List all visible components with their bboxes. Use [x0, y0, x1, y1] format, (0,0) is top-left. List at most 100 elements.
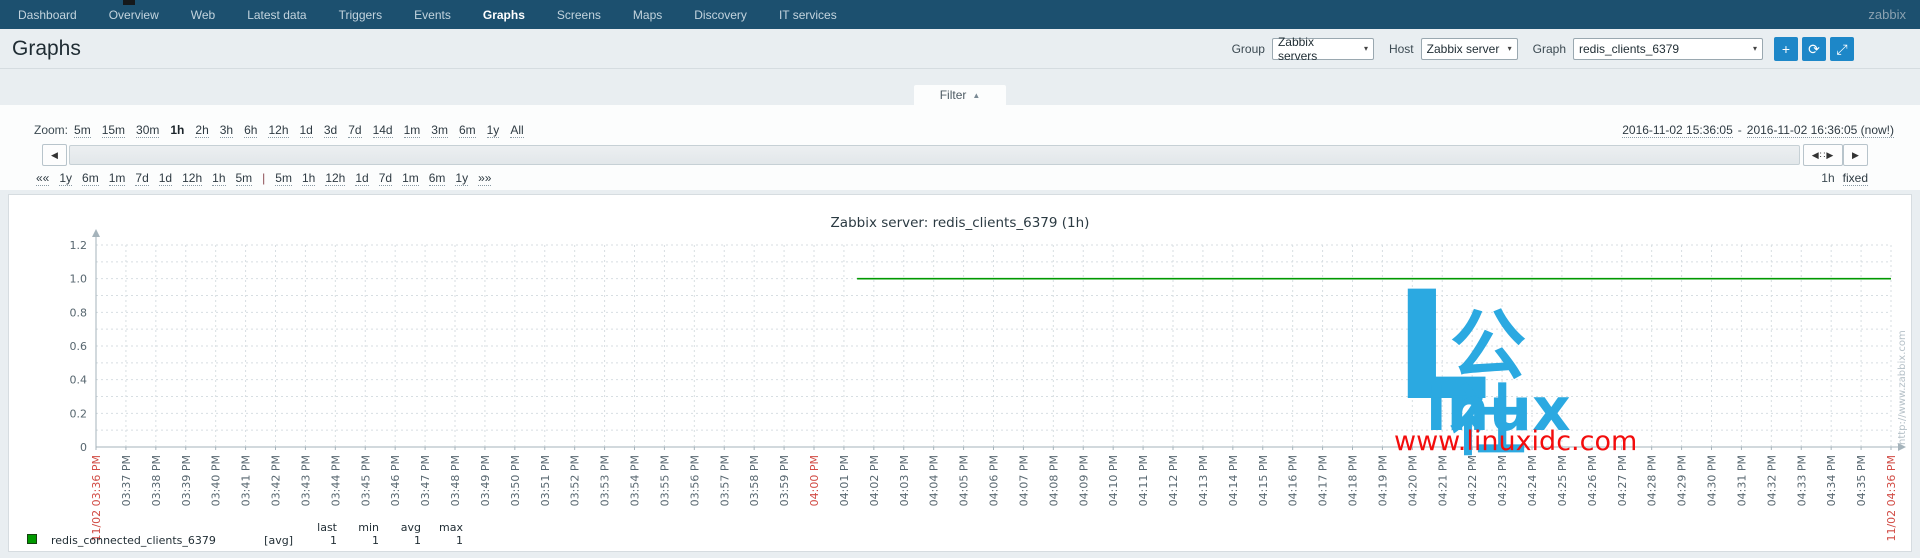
nav-item-it-services[interactable]: IT services	[778, 7, 837, 22]
nav-item-triggers[interactable]: Triggers	[338, 7, 383, 22]
zoom-link-3m[interactable]: 3m	[431, 122, 448, 138]
page-title: Graphs	[12, 36, 81, 60]
zoom-link-6m[interactable]: 6m	[458, 122, 476, 138]
nav-item-discovery[interactable]: Discovery	[694, 7, 747, 22]
zoom-link-15m[interactable]: 15m	[101, 122, 126, 138]
range-separator: -	[1737, 123, 1742, 137]
pager-back-1y[interactable]: 1y	[59, 170, 73, 186]
nav-item-web[interactable]: Web	[190, 7, 216, 22]
nav-item-dashboard[interactable]: Dashboard	[18, 7, 77, 22]
pager-fwd-1y[interactable]: 1y	[455, 170, 469, 186]
pager-fwd-5m[interactable]: 5m	[275, 170, 292, 186]
pager-back--[interactable]: ««	[36, 170, 50, 186]
zoom-link-7d[interactable]: 7d	[348, 122, 362, 138]
zoom-link-1y[interactable]: 1y	[486, 122, 500, 138]
nav-item-overview[interactable]: Overview	[108, 7, 159, 22]
host-select[interactable]: Zabbix server ▾	[1420, 37, 1518, 60]
pager-back-12h[interactable]: 12h	[182, 170, 203, 186]
collapse-up-icon: ▲	[972, 90, 981, 100]
scroll-right-button[interactable]: ▶	[1843, 144, 1868, 166]
svg-text:03:50 PM: 03:50 PM	[509, 455, 522, 506]
svg-text:04:09 PM: 04:09 PM	[1077, 455, 1090, 506]
pager-fwd-6m[interactable]: 6m	[428, 170, 446, 186]
zoom-link-1m[interactable]: 1m	[403, 122, 421, 138]
zoom-link-all[interactable]: All	[510, 122, 524, 138]
pager-back-1d[interactable]: 1d	[158, 170, 173, 186]
svg-text:04:35 PM: 04:35 PM	[1855, 455, 1868, 506]
zoom-link-6h[interactable]: 6h	[244, 122, 258, 138]
nav-item-screens[interactable]: Screens	[556, 7, 601, 22]
legend-header-avg: avg	[400, 521, 421, 534]
svg-text:04:02 PM: 04:02 PM	[868, 455, 881, 506]
svg-text:04:10 PM: 04:10 PM	[1107, 455, 1120, 506]
zoom-link-12h[interactable]: 12h	[268, 122, 289, 138]
range-end-link[interactable]: 2016-11-02 16:36:05 (now!)	[1746, 122, 1894, 138]
zoom-link-2h[interactable]: 2h	[195, 122, 209, 138]
svg-text:03:55 PM: 03:55 PM	[658, 455, 671, 506]
filter-strip: Filter ▲	[0, 68, 1920, 105]
pager-fwd-7d[interactable]: 7d	[378, 170, 393, 186]
legend-value-max: 1	[456, 534, 463, 547]
svg-text:0.6: 0.6	[70, 340, 88, 353]
time-panel: Zoom: 5m 15m 30m 1h 2h 3h 6h 12h 1d 3d 7d 14d 1m 3m 6m…	[0, 105, 1920, 190]
pager-fwd-12h[interactable]: 12h	[325, 170, 346, 186]
svg-text:04:34 PM: 04:34 PM	[1825, 455, 1838, 506]
graph-select[interactable]: redis_clients_6379 ▾	[1573, 37, 1763, 60]
svg-text:1.2: 1.2	[70, 239, 88, 252]
add-button[interactable]: +	[1774, 36, 1798, 61]
pager-back-5m[interactable]: 5m	[235, 170, 253, 186]
scrollbar-track[interactable]	[69, 145, 1800, 165]
svg-text:04:00 PM: 04:00 PM	[808, 455, 821, 506]
svg-text:04:22 PM: 04:22 PM	[1466, 455, 1479, 506]
svg-text:04:06 PM: 04:06 PM	[988, 455, 1001, 506]
zoom-links: 5m 15m 30m 1h 2h 3h 6h 12h 1d 3d 7d 14d 1m 3m 6m 1y All	[74, 123, 524, 138]
svg-text:04:16 PM: 04:16 PM	[1287, 455, 1300, 506]
svg-text:03:41 PM: 03:41 PM	[240, 455, 253, 506]
zoom-link-1d[interactable]: 1d	[299, 122, 313, 138]
nav-items: Dashboard Overview Web Latest data Triggers E…	[2, 0, 853, 29]
zoom-link-14d[interactable]: 14d	[372, 122, 393, 138]
filter-tab[interactable]: Filter ▲	[914, 85, 1006, 105]
zoom-link-3h[interactable]: 3h	[219, 122, 234, 138]
pager-back-7d[interactable]: 7d	[135, 170, 149, 186]
nav-item-maps[interactable]: Maps	[632, 7, 663, 22]
legend-header-min: min	[358, 521, 379, 534]
svg-text:03:53 PM: 03:53 PM	[599, 455, 612, 506]
chevron-down-icon: ▾	[1752, 44, 1757, 53]
nav-item-latest-data[interactable]: Latest data	[247, 7, 307, 22]
pager-back-1m[interactable]: 1m	[108, 170, 126, 186]
legend-swatch	[27, 534, 37, 544]
svg-text:03:45 PM: 03:45 PM	[359, 455, 372, 506]
host-label: Host	[1388, 41, 1414, 56]
pager-fwd-1d[interactable]: 1d	[355, 170, 369, 186]
zoom-link-1h[interactable]: 1h	[170, 122, 185, 137]
scrollbar-handle[interactable]: ◀∷▶	[1803, 144, 1843, 166]
pager-fwd-1h[interactable]: 1h	[301, 170, 316, 186]
group-select-value: Zabbix servers	[1277, 34, 1318, 63]
top-nav: Dashboard Overview Web Latest data Triggers E…	[0, 0, 1920, 29]
graph-canvas[interactable]: 11/02 03:36 PM 03:37 PM 03:38 PM 03:39 PM 03…	[9, 195, 1911, 551]
svg-text:04:30 PM: 04:30 PM	[1706, 455, 1719, 506]
time-scrollbar: ◀ ◀∷▶ ▶	[42, 144, 1868, 166]
pager-fwd--[interactable]: »»	[478, 170, 492, 186]
zoom-link-3d[interactable]: 3d	[323, 122, 338, 138]
fixed-link[interactable]: fixed	[1842, 170, 1868, 186]
zoom-link-5m[interactable]: 5m	[74, 122, 91, 138]
pager-back-1h[interactable]: 1h	[212, 170, 226, 186]
legend-header-row: last min avg max	[27, 521, 463, 534]
nav-item-events[interactable]: Events	[414, 7, 451, 22]
svg-text:03:58 PM: 03:58 PM	[748, 455, 761, 506]
svg-text:04:29 PM: 04:29 PM	[1676, 455, 1689, 506]
zoom-link-30m[interactable]: 30m	[136, 122, 160, 138]
pager-fwd-1m[interactable]: 1m	[402, 170, 419, 186]
range-start-link[interactable]: 2016-11-02 15:36:05	[1622, 122, 1733, 138]
svg-text:03:52 PM: 03:52 PM	[569, 455, 582, 506]
group-select[interactable]: Zabbix servers ▾	[1271, 34, 1374, 63]
refresh-button[interactable]: ⟳	[1802, 36, 1826, 61]
scroll-left-button[interactable]: ◀	[42, 144, 67, 166]
chart-legend: last min avg max redis_connected_clients_63…	[27, 521, 463, 547]
fullscreen-button[interactable]: ⤢	[1830, 36, 1854, 61]
pager-back-6m[interactable]: 6m	[82, 170, 99, 186]
legend-value-last: 1	[330, 534, 337, 547]
nav-item-graphs[interactable]: Graphs	[482, 7, 525, 22]
